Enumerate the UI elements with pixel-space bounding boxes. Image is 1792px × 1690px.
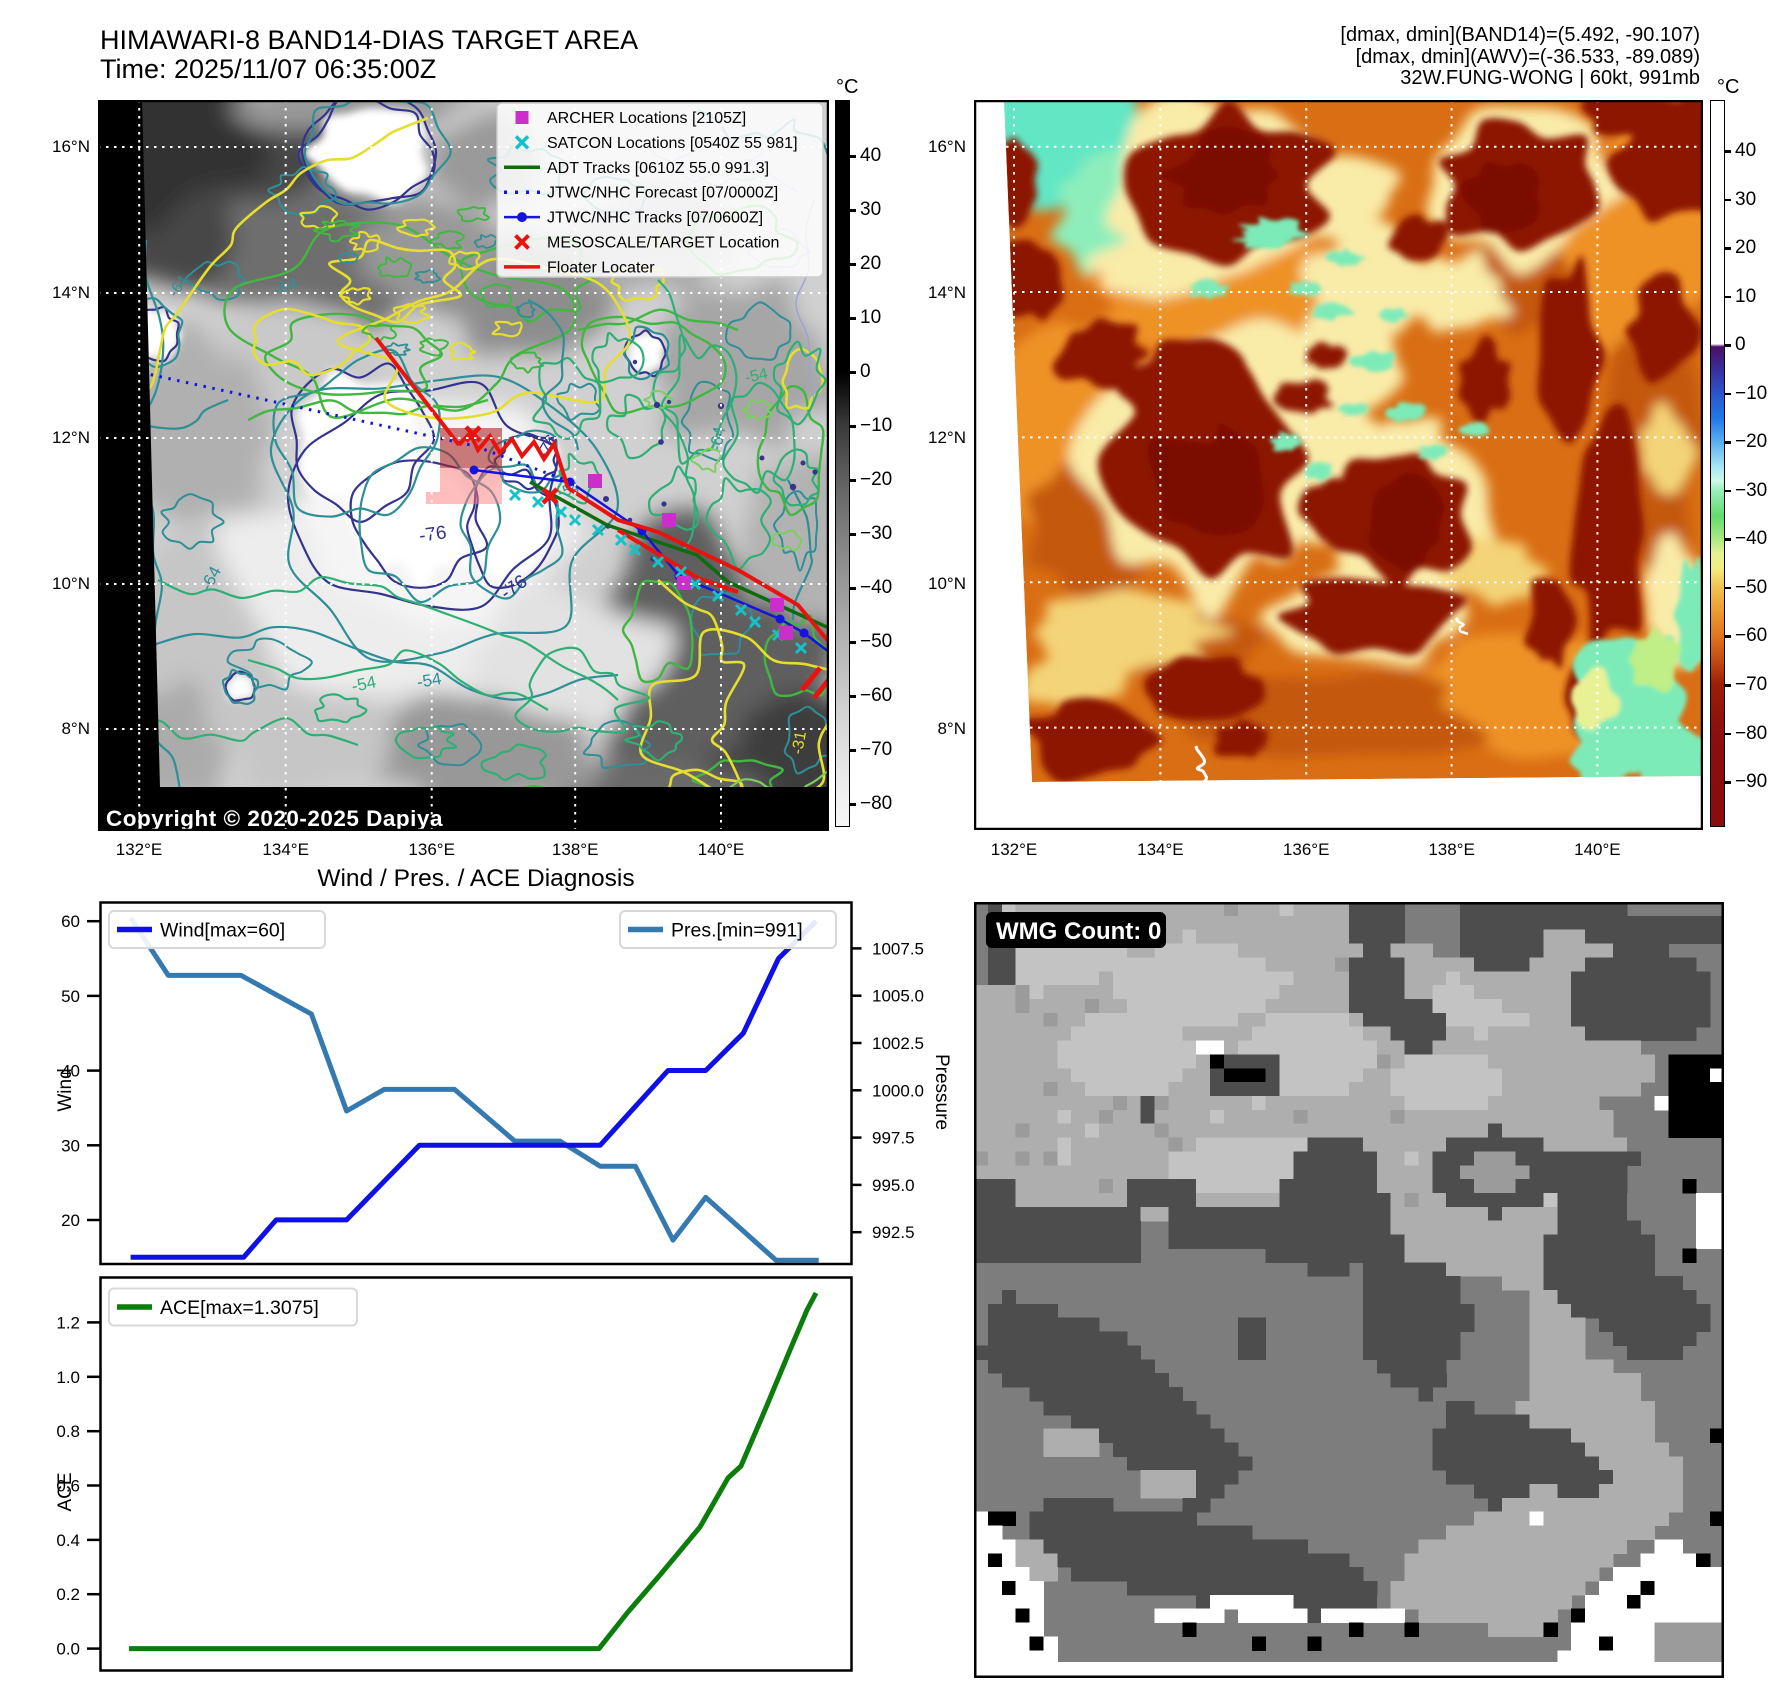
svg-text:1005.0: 1005.0 (872, 987, 924, 1006)
svg-text:60: 60 (61, 912, 80, 931)
svg-text:JTWC/NHC Tracks [07/0600Z]: JTWC/NHC Tracks [07/0600Z] (547, 210, 763, 227)
svg-text:1007.5: 1007.5 (872, 939, 924, 958)
svg-text:Pressure: Pressure (931, 1054, 952, 1130)
svg-text:-54: -54 (743, 365, 769, 386)
svg-text:WMG Count: 0: WMG Count: 0 (996, 918, 1161, 945)
svg-text:20: 20 (61, 1211, 80, 1230)
svg-text:-31: -31 (789, 730, 810, 756)
svg-text:0.6: 0.6 (56, 1477, 80, 1496)
svg-text:Wind: Wind (55, 1068, 76, 1111)
svg-text:-54: -54 (350, 672, 378, 696)
svg-text:Pres.[min=991]: Pres.[min=991] (671, 920, 803, 942)
svg-text:30: 30 (61, 1136, 80, 1155)
svg-text:995.0: 995.0 (872, 1176, 915, 1195)
svg-text:0.4: 0.4 (56, 1531, 80, 1550)
svg-text:ACE: ACE (55, 1472, 76, 1511)
svg-text:ADT Tracks [0610Z 55.0 991.3]: ADT Tracks [0610Z 55.0 991.3] (547, 160, 769, 177)
svg-text:1000.0: 1000.0 (872, 1081, 924, 1100)
svg-text:1.0: 1.0 (56, 1368, 80, 1387)
svg-text:MESOSCALE/TARGET Location: MESOSCALE/TARGET Location (547, 235, 779, 252)
svg-text:992.5: 992.5 (872, 1223, 915, 1242)
svg-text:0.8: 0.8 (56, 1422, 80, 1441)
svg-text:1.2: 1.2 (56, 1313, 80, 1332)
svg-text:JTWC/NHC Forecast [07/0000Z]: JTWC/NHC Forecast [07/0000Z] (547, 185, 778, 202)
svg-text:40: 40 (61, 1062, 80, 1081)
svg-text:Copyright © 2020-2025 Dapiya: Copyright © 2020-2025 Dapiya (106, 806, 443, 831)
svg-text:-76: -76 (418, 522, 448, 547)
svg-text:Wind[max=60]: Wind[max=60] (160, 920, 285, 942)
svg-text:-54: -54 (415, 669, 443, 692)
svg-text:50: 50 (61, 987, 80, 1006)
svg-text:997.5: 997.5 (872, 1129, 915, 1148)
svg-text:0.2: 0.2 (56, 1585, 80, 1604)
svg-text:ACE[max=1.3075]: ACE[max=1.3075] (160, 1297, 319, 1319)
svg-text:ARCHER Locations [2105Z]: ARCHER Locations [2105Z] (547, 110, 746, 127)
svg-text:1002.5: 1002.5 (872, 1034, 924, 1053)
svg-text:Floater Locater: Floater Locater (547, 259, 655, 276)
svg-text:0.0: 0.0 (56, 1640, 80, 1659)
svg-text:SATCON Locations [0540Z 55 981: SATCON Locations [0540Z 55 981] (547, 135, 798, 152)
